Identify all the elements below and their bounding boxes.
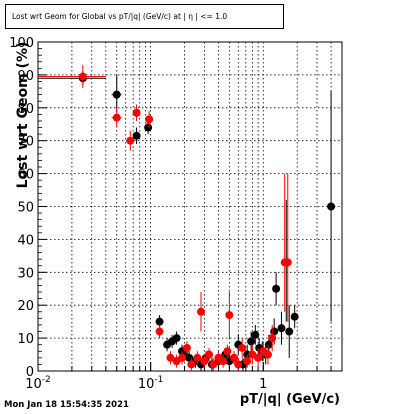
- data-point: [132, 108, 141, 117]
- series-group: [38, 65, 292, 371]
- data-point: [112, 90, 121, 99]
- data-point: [166, 353, 175, 362]
- data-point: [225, 311, 234, 320]
- data-point: [285, 327, 294, 336]
- axes: 0 10 20 30 40 50 60 70 80 90 100 10-2 10-1 1: [9, 36, 332, 392]
- data-point: [219, 357, 228, 366]
- data-point: [112, 113, 121, 122]
- y-axis-label: Lost wrt Geom (%): [15, 41, 31, 189]
- x-tick-label: 10-2: [25, 375, 51, 392]
- y-tick-label: 100: [9, 36, 34, 51]
- y-tick-label: 10: [17, 332, 34, 347]
- y-tick-label: 30: [17, 266, 34, 281]
- y-tick-label: 90: [17, 69, 34, 84]
- data-point: [247, 337, 256, 346]
- data-point: [132, 131, 141, 140]
- y-tick-label: 50: [17, 201, 34, 216]
- data-point: [277, 324, 286, 333]
- y-tick-label: 80: [17, 102, 34, 117]
- data-point: [283, 258, 292, 267]
- data-point: [290, 312, 299, 321]
- data-point: [327, 202, 336, 211]
- data-point: [187, 360, 196, 369]
- data-point: [172, 334, 181, 343]
- x-tick-label: 10-1: [138, 375, 164, 392]
- data-point: [78, 72, 87, 81]
- data-series: [38, 65, 336, 371]
- data-point: [243, 357, 252, 366]
- data-point: [200, 357, 209, 366]
- data-point: [251, 330, 260, 339]
- y-tick-label: 0: [26, 365, 34, 380]
- data-point: [264, 340, 273, 349]
- data-point: [254, 353, 263, 362]
- chart-title: Lost wrt Geom for Global vs pT/|q| (GeV/…: [5, 4, 284, 29]
- data-point: [238, 343, 247, 352]
- data-point: [272, 284, 281, 293]
- x-axis-label: pT/|q| (GeV/c): [239, 392, 340, 407]
- data-point: [182, 343, 191, 352]
- x-tick-label: 1: [259, 377, 267, 392]
- y-tick-label: 40: [17, 233, 34, 248]
- data-point: [145, 115, 154, 124]
- data-point: [209, 360, 218, 369]
- data-point: [178, 353, 187, 362]
- data-point: [234, 360, 243, 369]
- data-point: [193, 353, 202, 362]
- data-point: [126, 136, 135, 145]
- data-point: [144, 123, 153, 132]
- data-point: [155, 317, 164, 326]
- y-tick-label: 60: [17, 168, 34, 183]
- datestamp: Mon Jan 18 15:54:35 2021: [4, 400, 129, 410]
- data-point: [205, 350, 214, 359]
- y-tick-label: 20: [17, 299, 34, 314]
- data-point: [268, 334, 277, 343]
- data-point: [223, 347, 232, 356]
- y-tick-label: 70: [17, 135, 34, 150]
- data-point: [197, 307, 206, 316]
- data-point: [230, 353, 239, 362]
- data-point: [155, 327, 164, 336]
- data-point: [263, 350, 272, 359]
